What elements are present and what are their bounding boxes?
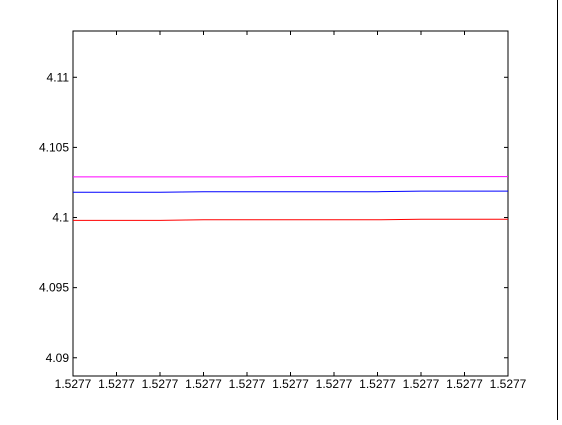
x-tick-label: 1.5277 [446,377,483,391]
x-tick-label: 1.5277 [185,377,222,391]
plot-area [73,31,508,376]
x-tick-label: 1.5277 [403,377,440,391]
y-tick-label: 4.11 [47,70,70,84]
x-tick-label: 1.5277 [55,377,92,391]
y-tick-label: 4.09 [46,351,70,365]
x-tick-label: 1.5277 [229,377,266,391]
x-tick-label: 1.5277 [490,377,527,391]
x-tick-label: 1.5277 [359,377,396,391]
x-tick-labels: 1.5277 1.5277 1.5277 1.5277 1.5277 1.5277 1.52… [55,377,527,391]
x-tick-label: 1.5277 [98,377,135,391]
y-tick-label: 4.1 [52,211,69,225]
x-tick-label: 1.5277 [272,377,309,391]
x-tick-label: 1.5277 [316,377,353,391]
y-tick-labels: 4.09 4.095 4.1 4.105 4.11 [39,70,69,364]
window-edge [557,0,558,420]
y-tick-label: 4.095 [39,281,69,295]
x-tick-label: 1.5277 [142,377,179,391]
y-tick-label: 4.105 [39,140,69,154]
